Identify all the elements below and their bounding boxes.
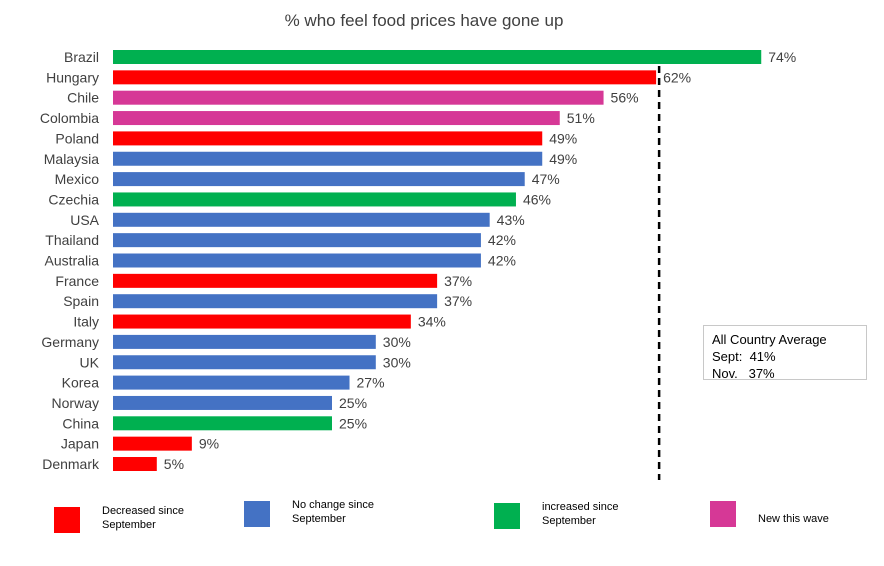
value-label: 42%	[488, 232, 516, 248]
category-label: Mexico	[55, 171, 100, 187]
bars-group: Brazil 74% Hungary 62% Chile 56% Colombia 51% Po…	[40, 49, 796, 472]
legend-label-decreased: Decreased since September	[102, 505, 184, 531]
value-label: 37%	[444, 273, 472, 289]
value-label: 9%	[199, 436, 219, 452]
bar	[113, 375, 350, 390]
value-label: 51%	[567, 110, 595, 126]
legend-swatch-increased	[494, 503, 520, 529]
bar	[113, 151, 543, 166]
bar	[113, 50, 762, 64]
category-label: Thailand	[45, 232, 99, 248]
value-label: 37%	[444, 293, 472, 309]
legend-swatch-new	[710, 501, 736, 527]
value-label: 27%	[357, 375, 385, 391]
chart-title: % who feel food prices have gone up	[285, 11, 564, 30]
value-label: 56%	[611, 90, 639, 106]
category-label: Spain	[63, 293, 99, 309]
value-label: 49%	[549, 151, 577, 167]
all-country-average-box: All Country Average Sept: 41% Nov. 37%	[703, 325, 867, 381]
value-label: 62%	[663, 69, 691, 85]
value-label: 47%	[532, 171, 560, 187]
legend-item-new: New this wave	[710, 501, 884, 527]
bar	[113, 233, 481, 248]
bar	[113, 192, 516, 207]
bar	[113, 172, 525, 187]
average-box-title: All Country Average	[712, 332, 827, 347]
bar	[113, 395, 332, 410]
legend-item-nochange: No change since September	[244, 499, 422, 527]
category-label: Norway	[52, 395, 99, 411]
bar	[113, 253, 481, 268]
category-label: Poland	[55, 130, 99, 146]
average-box-sept: Sept: 41%	[712, 349, 776, 364]
average-box-nov: Nov. 37%	[712, 366, 775, 381]
legend-swatch-decreased	[54, 507, 80, 533]
bar	[113, 212, 490, 227]
category-label: Denmark	[42, 456, 100, 472]
bar	[113, 436, 192, 451]
category-label: Hungary	[46, 69, 99, 85]
value-label: 43%	[497, 212, 525, 228]
legend-label-new: New this wave	[758, 513, 829, 525]
category-label: Italy	[73, 314, 99, 330]
category-label: Czechia	[48, 191, 99, 207]
bar	[113, 314, 411, 329]
category-label: Chile	[67, 90, 99, 106]
value-label: 49%	[549, 130, 577, 146]
value-label: 5%	[164, 456, 184, 472]
legend-label-increased: increased since September	[542, 501, 619, 527]
legend-label-nochange: No change since September	[292, 499, 374, 525]
category-label: UK	[80, 354, 100, 370]
bar	[113, 70, 657, 85]
legend-item-decreased: Decreased since September	[54, 505, 232, 533]
category-label: Malaysia	[44, 151, 99, 167]
category-label: Germany	[41, 334, 99, 350]
category-label: Colombia	[40, 110, 99, 126]
category-label: France	[55, 273, 99, 289]
value-label: 46%	[523, 191, 551, 207]
value-label: 74%	[768, 49, 796, 65]
legend-item-increased: increased since September	[494, 501, 672, 529]
bar	[113, 334, 376, 349]
category-label: USA	[70, 212, 99, 228]
bar	[113, 355, 376, 370]
category-label: Japan	[61, 436, 99, 452]
value-label: 30%	[383, 354, 411, 370]
category-label: Brazil	[64, 49, 99, 65]
bar	[113, 294, 438, 309]
value-label: 42%	[488, 253, 516, 269]
category-label: China	[62, 415, 99, 431]
bar	[113, 273, 438, 288]
value-label: 34%	[418, 314, 446, 330]
value-label: 25%	[339, 415, 367, 431]
category-label: Korea	[62, 375, 100, 391]
bar	[113, 90, 604, 105]
legend-swatch-nochange	[244, 501, 270, 527]
value-label: 30%	[383, 334, 411, 350]
category-label: Australia	[45, 253, 100, 269]
bar	[113, 131, 543, 146]
bar	[113, 416, 332, 431]
value-label: 25%	[339, 395, 367, 411]
bar	[113, 111, 560, 126]
bar	[113, 457, 157, 471]
